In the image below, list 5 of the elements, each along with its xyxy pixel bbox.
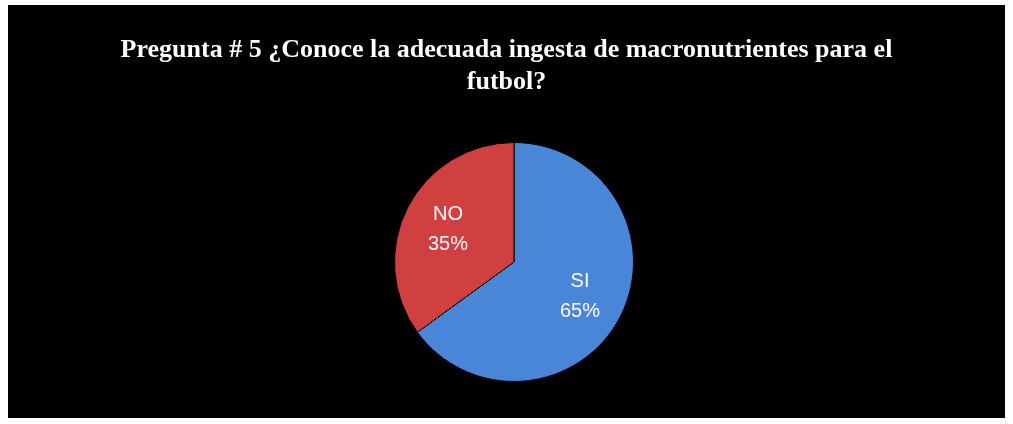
slice-label: NO: [432, 201, 463, 224]
slice-label: SI: [570, 269, 590, 292]
data-label: 65%: [560, 299, 601, 322]
data-label: 35%: [427, 231, 469, 254]
chart-title: Pregunta # 5 ¿Conoce la adecuada ingesta de macronutrientes para el futbol?: [119, 33, 894, 97]
